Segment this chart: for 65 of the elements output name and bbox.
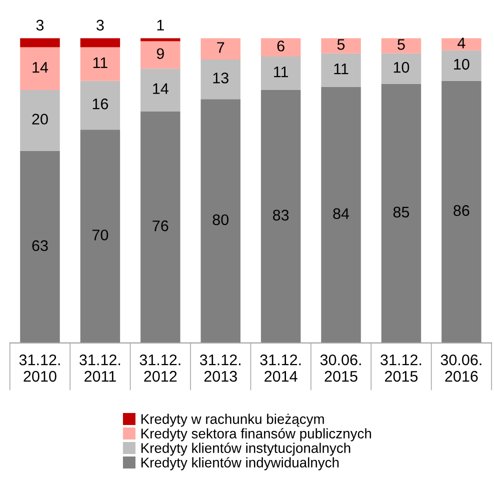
data-label: 70 bbox=[92, 230, 108, 240]
data-label: 9 bbox=[156, 48, 164, 60]
bar bbox=[200, 59, 240, 100]
data-label: 6 bbox=[277, 40, 284, 52]
bar bbox=[442, 50, 482, 81]
bar bbox=[20, 150, 60, 343]
legend-label: Kredyty w rachunku bieżącym bbox=[141, 414, 324, 427]
bar bbox=[20, 47, 60, 90]
data-label: 10 bbox=[454, 58, 470, 70]
legend-label: Kredyty klientów indywidualnych bbox=[141, 457, 339, 470]
bar bbox=[321, 53, 361, 87]
bar bbox=[80, 38, 120, 48]
bar bbox=[140, 68, 180, 112]
data-label: 5 bbox=[398, 39, 405, 50]
data-label: 84 bbox=[333, 208, 350, 220]
bar bbox=[381, 53, 422, 84]
bar bbox=[260, 56, 301, 90]
bar bbox=[200, 38, 240, 60]
bar bbox=[381, 84, 422, 343]
x-tick-label: 31.12. 2010 bbox=[19, 354, 60, 382]
data-label: 85 bbox=[393, 206, 410, 218]
bar bbox=[140, 111, 180, 343]
legend-label: Kredyty klientów instytucjonalnych bbox=[141, 442, 350, 456]
data-label: 11 bbox=[334, 64, 348, 74]
data-label: 10 bbox=[394, 62, 410, 73]
data-label: 76 bbox=[152, 220, 168, 232]
x-tick-label: 31.12. 2014 bbox=[260, 354, 301, 382]
data-label: 11 bbox=[93, 58, 108, 68]
bar bbox=[260, 90, 301, 343]
data-label: 80 bbox=[212, 214, 228, 226]
data-label: 5 bbox=[337, 39, 345, 50]
data-label: 3 bbox=[36, 20, 44, 31]
x-tick-label: 31.12. 2013 bbox=[200, 354, 240, 382]
data-label: 63 bbox=[32, 240, 48, 252]
bar bbox=[381, 38, 422, 54]
data-label: 86 bbox=[454, 205, 470, 216]
x-tick-label: 31.12. 2015 bbox=[380, 354, 422, 382]
bar bbox=[80, 47, 120, 81]
bar bbox=[20, 90, 60, 151]
bar bbox=[80, 130, 120, 343]
x-tick-label: 31.12. 2012 bbox=[140, 354, 180, 382]
x-tick-label: 30.06. 2016 bbox=[440, 354, 482, 382]
data-label: 20 bbox=[32, 114, 48, 125]
data-label: 13 bbox=[213, 72, 228, 84]
bar bbox=[80, 80, 120, 130]
bar bbox=[260, 38, 301, 56]
data-label: 14 bbox=[153, 83, 168, 94]
bar bbox=[20, 38, 60, 48]
data-label: 83 bbox=[272, 210, 289, 221]
bar bbox=[140, 41, 180, 69]
data-label: 11 bbox=[274, 66, 288, 78]
bar bbox=[442, 80, 482, 343]
data-label: 7 bbox=[217, 42, 224, 53]
x-tick-label: 30.06. 2015 bbox=[320, 354, 361, 382]
data-label: 16 bbox=[92, 98, 108, 110]
x-tick-label: 31.12. 2011 bbox=[80, 354, 120, 382]
legend-label: Kredyty sektora finansów publicznych bbox=[141, 428, 372, 442]
bar bbox=[442, 38, 482, 50]
data-label: 14 bbox=[32, 62, 48, 73]
data-label: 1 bbox=[157, 20, 164, 30]
data-label: 3 bbox=[96, 20, 104, 31]
bar bbox=[321, 38, 361, 54]
bar bbox=[321, 86, 361, 343]
data-label: 4 bbox=[458, 38, 466, 48]
bar bbox=[200, 99, 240, 343]
